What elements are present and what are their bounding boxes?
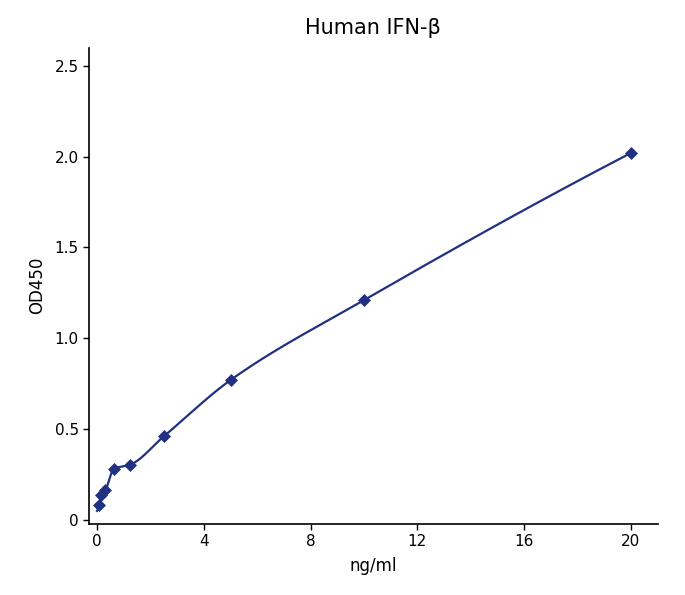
- X-axis label: ng/ml: ng/ml: [349, 558, 397, 575]
- Y-axis label: OD450: OD450: [28, 257, 46, 314]
- Title: Human IFN-β: Human IFN-β: [306, 18, 441, 37]
